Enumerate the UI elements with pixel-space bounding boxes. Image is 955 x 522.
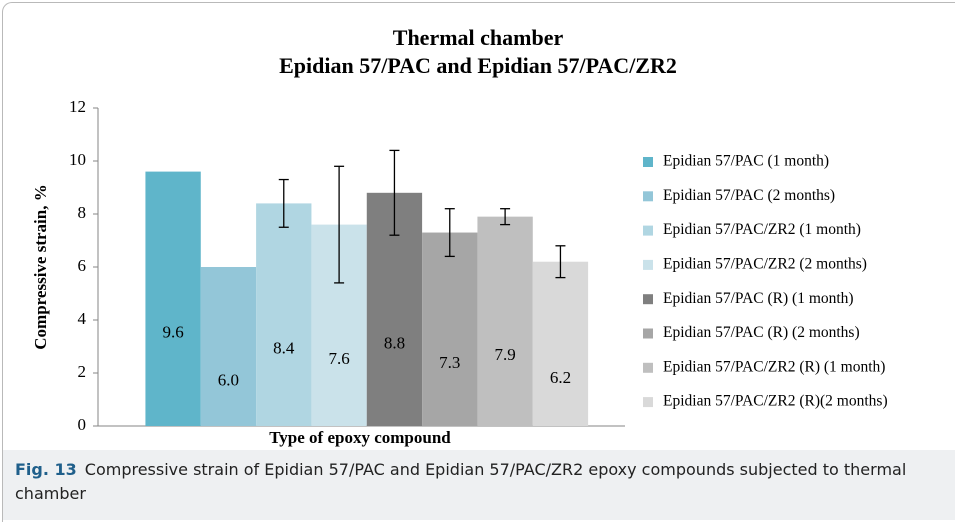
y-tick-label: 2 bbox=[78, 362, 87, 381]
bar bbox=[422, 232, 478, 426]
legend-swatch bbox=[643, 259, 653, 270]
bar bbox=[477, 216, 533, 426]
legend-label: Epidian 57/PAC (R) (2 months) bbox=[663, 324, 860, 341]
legend-swatch bbox=[643, 191, 653, 202]
chart-title: Epidian 57/PAC and Epidian 57/PAC/ZR2 bbox=[279, 53, 677, 78]
data-label: 7.9 bbox=[494, 345, 515, 364]
y-tick-label: 6 bbox=[78, 256, 87, 275]
legend-label: Epidian 57/PAC/ZR2 (R) (1 month) bbox=[663, 358, 885, 375]
data-label: 9.6 bbox=[162, 323, 183, 342]
legend-label: Epidian 57/PAC/ZR2 (2 months) bbox=[663, 255, 867, 272]
legend-swatch bbox=[643, 225, 653, 236]
data-label: 8.8 bbox=[384, 333, 405, 352]
y-tick-label: 0 bbox=[78, 415, 87, 434]
y-tick-label: 8 bbox=[78, 203, 87, 222]
data-label: 7.3 bbox=[439, 353, 460, 372]
chart: Thermal chamber Epidian 57/PAC and Epidi… bbox=[31, 25, 888, 447]
legend-swatch bbox=[643, 362, 653, 373]
data-label: 8.4 bbox=[273, 339, 295, 358]
legend-swatch bbox=[643, 294, 653, 305]
bar bbox=[256, 203, 312, 426]
legend-label: Epidian 57/PAC (1 month) bbox=[663, 153, 829, 170]
bar bbox=[145, 171, 201, 426]
chart-title: Thermal chamber bbox=[393, 25, 564, 50]
bar bbox=[200, 267, 257, 426]
legend-swatch bbox=[643, 157, 653, 167]
legend-swatch bbox=[643, 397, 653, 408]
legend-label: Epidian 57/PAC (R) (1 month) bbox=[663, 290, 854, 307]
legend-label: Epidian 57/PAC (2 months) bbox=[663, 187, 835, 204]
y-tick-label: 10 bbox=[69, 150, 86, 169]
caption-text: Compressive strain of Epidian 57/PAC and… bbox=[15, 460, 907, 503]
y-axis-label: Compressive strain, % bbox=[31, 184, 50, 349]
data-label: 6.0 bbox=[218, 370, 239, 389]
y-tick-label: 12 bbox=[69, 97, 86, 116]
data-label: 6.2 bbox=[550, 368, 571, 387]
caption: Fig. 13 Compressive strain of Epidian 57/… bbox=[3, 450, 955, 520]
bar bbox=[532, 261, 589, 426]
y-tick-label: 4 bbox=[78, 309, 87, 328]
caption-label: Fig. 13 bbox=[15, 460, 77, 479]
data-label: 7.6 bbox=[328, 349, 349, 368]
legend-label: Epidian 57/PAC/ZR2 (1 month) bbox=[663, 221, 861, 238]
legend-label: Epidian 57/PAC/ZR2 (R)(2 months) bbox=[663, 393, 888, 410]
x-axis-label: Type of epoxy compound bbox=[269, 428, 451, 447]
legend-swatch bbox=[643, 328, 653, 339]
